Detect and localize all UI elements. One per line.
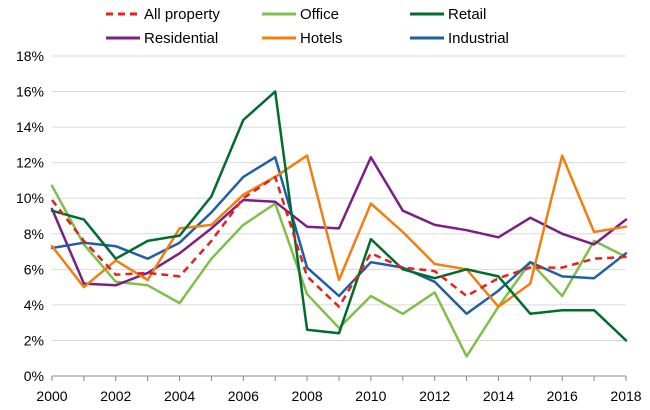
x-tick-label: 2010 [355, 388, 386, 404]
x-tick-label: 2018 [610, 388, 641, 404]
series-line-all-property [51, 175, 627, 308]
y-tick-label: 16% [16, 84, 44, 100]
legend-label: All property [144, 6, 220, 23]
legend: All property Office Retail Residential Hotel… [106, 6, 509, 47]
y-tick-label: 8% [24, 226, 44, 242]
y-tick-label: 6% [24, 261, 44, 277]
legend-item: Office [262, 6, 339, 23]
y-tick-label: 10% [16, 190, 44, 206]
x-tick-label: 2014 [483, 388, 514, 404]
y-tick-label: 12% [16, 155, 44, 171]
x-tick-label: 2008 [292, 388, 323, 404]
x-tick-label: 2004 [164, 388, 195, 404]
x-axis-ticks: 2000 2002 2004 2006 2008 2010 2012 2014 2016 2018 [36, 376, 642, 404]
x-tick-label: 2002 [100, 388, 131, 404]
legend-label: Residential [144, 30, 218, 47]
legend-item: Hotels [262, 30, 343, 47]
series-line-retail [50, 90, 628, 342]
legend-label: Industrial [448, 30, 509, 47]
y-tick-label: 4% [24, 297, 44, 313]
legend-item: Industrial [410, 30, 509, 47]
legend-label: Office [300, 6, 339, 23]
y-tick-label: 0% [24, 368, 44, 384]
series-line-hotels [50, 154, 628, 308]
series-lines [50, 90, 628, 358]
legend-label: Retail [448, 6, 486, 23]
y-tick-label: 14% [16, 119, 44, 135]
legend-item: All property [106, 6, 220, 23]
y-tick-label: 2% [24, 332, 44, 348]
legend-label: Hotels [300, 30, 343, 47]
y-axis-ticks: 0% 2% 4% 6% 8% 10% 12% 14% 16% 18% [16, 48, 44, 384]
series-line-residential [50, 156, 628, 287]
x-tick-label: 2016 [547, 388, 578, 404]
x-tick-label: 2000 [36, 388, 67, 404]
gridlines [52, 55, 626, 341]
x-tick-label: 2006 [228, 388, 259, 404]
legend-item: Residential [106, 30, 218, 47]
axes: 2000 2002 2004 2006 2008 2010 2012 2014 2016 2018… [16, 48, 642, 404]
x-tick-label: 2012 [419, 388, 450, 404]
series-line-industrial [50, 156, 628, 316]
legend-item: Retail [410, 6, 486, 23]
y-tick-label: 18% [16, 48, 44, 64]
